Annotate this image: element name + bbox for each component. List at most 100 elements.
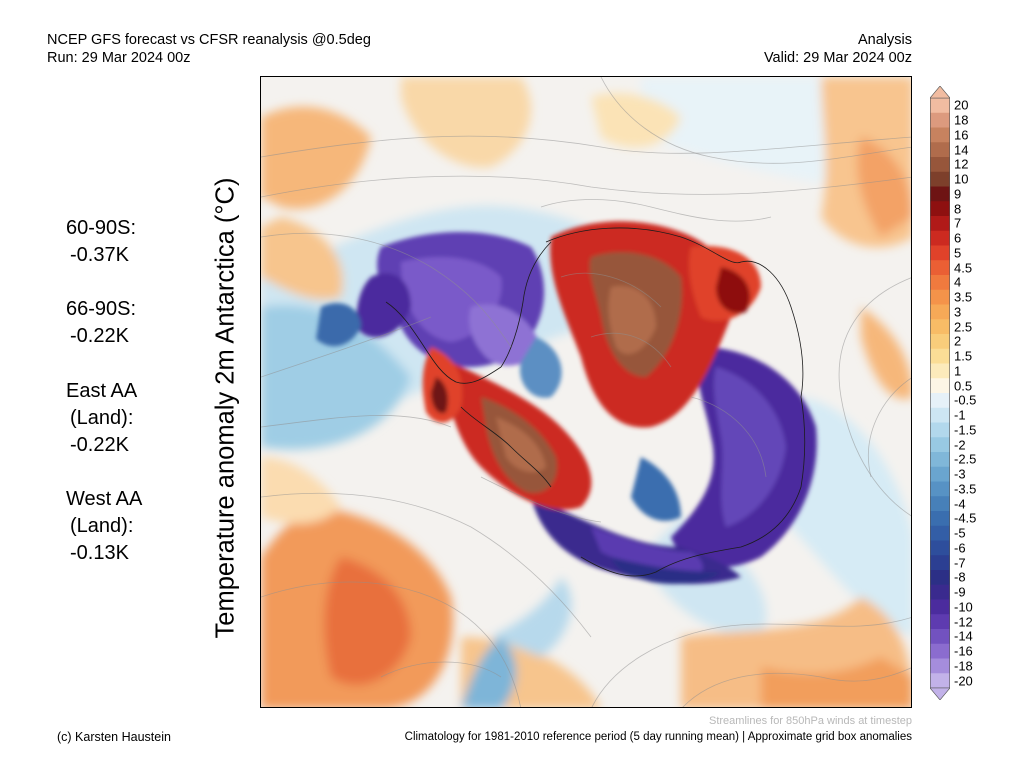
colorbar-swatch (930, 570, 950, 586)
colorbar-label: 4 (954, 274, 962, 290)
colorbar-swatch (930, 304, 950, 320)
stat-label: West AA (66, 488, 143, 510)
colorbar-swatch (930, 363, 950, 379)
colorbar-swatch (930, 378, 950, 394)
colorbar-label: 3 (954, 304, 962, 320)
stat-west-aa: West AA (Land): -0.13K (66, 486, 142, 567)
colorbar-swatch (930, 186, 950, 202)
colorbar-swatch (930, 245, 950, 261)
colorbar-label: 1.5 (954, 348, 973, 364)
colorbar-swatch (930, 171, 950, 187)
streamline-note: Streamlines for 850hPa winds at timestep (709, 715, 912, 727)
stat-east-aa: East AA (Land): -0.22K (66, 378, 137, 459)
colorbar-label: -1.5 (954, 422, 977, 438)
colorbar-label: -3.5 (954, 481, 977, 497)
analysis-label: Analysis (858, 32, 912, 48)
colorbar-swatch (930, 289, 950, 305)
stat-66-90s: 66-90S: -0.22K (66, 296, 136, 350)
header-right: Analysis Valid: 29 Mar 2024 00z (764, 31, 912, 67)
colorbar-label: 12 (954, 156, 969, 172)
stat-sublabel: (Land): (70, 407, 134, 429)
climatology-note: Climatology for 1981-2010 reference peri… (404, 731, 912, 743)
colorbar-label: 16 (954, 127, 969, 143)
colorbar-swatch (930, 348, 950, 364)
colorbar-swatches (930, 97, 950, 689)
colorbar-swatch (930, 127, 950, 143)
colorbar-label: -12 (954, 614, 973, 630)
stat-60-90s: 60-90S: -0.37K (66, 215, 136, 269)
stat-sublabel: (Land): (70, 515, 134, 537)
colorbar-swatch (930, 319, 950, 335)
colorbar-swatch (930, 275, 950, 291)
colorbar-swatch (930, 157, 950, 173)
colorbar-swatch (930, 673, 950, 689)
colorbar-label: 9 (954, 186, 962, 202)
colorbar-label: -8 (954, 569, 966, 585)
colorbar-swatch (930, 393, 950, 409)
map-title: NCEP GFS forecast vs CFSR reanalysis @0.… (47, 32, 371, 48)
coastlines (385, 227, 806, 577)
colorbar-bottom-arrow (930, 687, 950, 700)
y-axis-title: Temperature anomaly 2m Antarctica (°C) (211, 177, 240, 639)
colorbar-label: -4 (954, 496, 966, 512)
stat-label: East AA (66, 380, 138, 402)
colorbar-label: 4.5 (954, 260, 973, 276)
colorbar-label: 7 (954, 215, 962, 231)
colorbar-label: -16 (954, 643, 973, 659)
colorbar-label: -6 (954, 540, 966, 556)
stat-label: 60-90S: (66, 217, 137, 239)
colorbar-swatch (930, 407, 950, 423)
copyright: (c) Karsten Haustein (57, 730, 171, 744)
colorbar-label: -0.5 (954, 392, 977, 408)
colorbar-label: 6 (954, 230, 962, 246)
colorbar-swatch (930, 466, 950, 482)
colorbar-label: -20 (954, 673, 973, 689)
colorbar-swatch (930, 437, 950, 453)
colorbar-swatch (930, 525, 950, 541)
colorbar-label: 14 (954, 142, 969, 158)
colorbar-label: -1 (954, 407, 966, 423)
colorbar-swatch (930, 496, 950, 512)
stat-value: -0.22K (70, 325, 129, 347)
colorbar-swatch (930, 230, 950, 246)
colorbar-swatch (930, 629, 950, 645)
colorbar-label: -2.5 (954, 451, 977, 467)
colorbar-swatch (930, 422, 950, 438)
stat-value: -0.22K (70, 434, 129, 456)
colorbar-swatch (930, 540, 950, 556)
colorbar-swatch (930, 599, 950, 615)
colorbar-swatch (930, 260, 950, 276)
run-time: Run: 29 Mar 2024 00z (47, 50, 191, 66)
colorbar-label: 18 (954, 112, 969, 128)
colorbar-top-arrow (930, 86, 950, 99)
colorbar-label: -5 (954, 525, 966, 541)
colorbar-label: 10 (954, 171, 969, 187)
colorbar-swatch (930, 112, 950, 128)
colorbar-label: -10 (954, 599, 973, 615)
colorbar-label: -18 (954, 658, 973, 674)
colorbar-swatch (930, 452, 950, 468)
colorbar-label: 3.5 (954, 289, 973, 305)
colorbar-label: 1 (954, 363, 962, 379)
colorbar (930, 86, 950, 700)
colorbar-label: -9 (954, 584, 966, 600)
colorbar-label: -3 (954, 466, 966, 482)
wind-streamlines (261, 77, 911, 707)
colorbar-label: 5 (954, 245, 962, 261)
colorbar-labels: 20 18 16 14 12 10 9 8 7 6 5 4.5 4 3.5 3 2.5 2 1.5 1 0.5 -0.5… (954, 86, 1014, 700)
colorbar-label: -2 (954, 437, 966, 453)
colorbar-swatch (930, 658, 950, 674)
colorbar-swatch (930, 555, 950, 571)
colorbar-swatch (930, 614, 950, 630)
colorbar-label: 8 (954, 201, 962, 217)
colorbar-swatch (930, 201, 950, 217)
colorbar-label: -4.5 (954, 510, 977, 526)
valid-time: Valid: 29 Mar 2024 00z (763, 50, 912, 66)
colorbar-swatch (930, 643, 950, 659)
colorbar-swatch (930, 98, 950, 114)
colorbar-swatch (930, 216, 950, 232)
colorbar-label: -7 (954, 555, 966, 571)
colorbar-label: -14 (954, 628, 973, 644)
colorbar-swatch (930, 334, 950, 350)
stat-value: -0.13K (70, 542, 129, 564)
